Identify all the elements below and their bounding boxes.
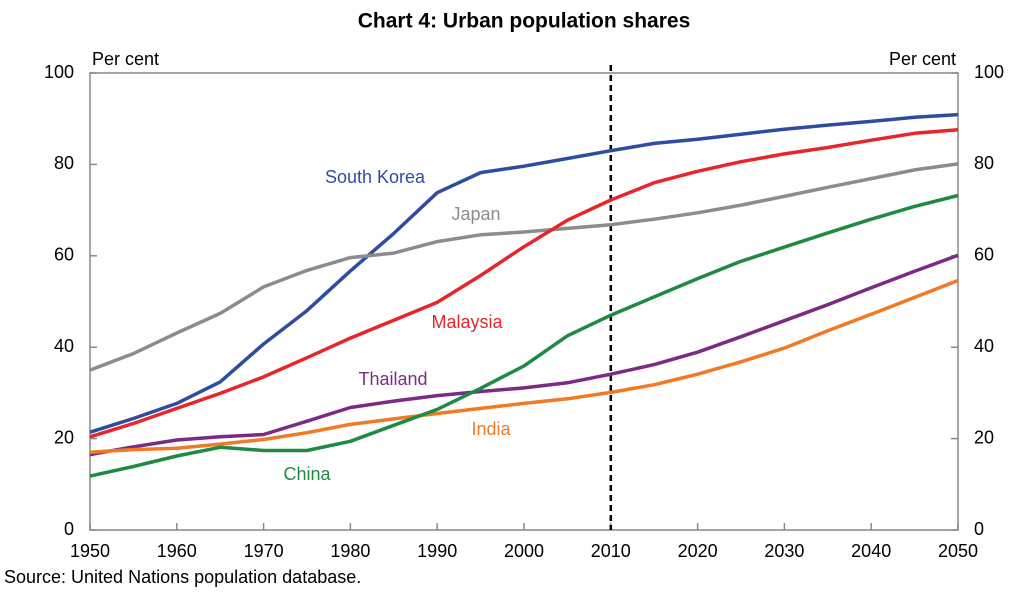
x-tick-label: 2010: [591, 541, 631, 561]
y2-tick-label: 20: [974, 427, 994, 447]
x-tick-label: 2030: [764, 541, 804, 561]
y2-tick-label: 60: [974, 245, 994, 265]
x-tick-label: 2000: [504, 541, 544, 561]
series-label: India: [471, 419, 511, 439]
series-label: China: [283, 464, 331, 484]
x-tick-label: 1970: [244, 541, 284, 561]
y-tick-label: 0: [64, 519, 74, 539]
x-tick-label: 1990: [417, 541, 457, 561]
plot-frame: [89, 72, 959, 531]
chart-title: Chart 4: Urban population shares: [358, 10, 691, 33]
y2-tick-label: 80: [974, 153, 994, 173]
x-tick-label: 1950: [70, 541, 110, 561]
series-line: [89, 278, 959, 455]
series-line: [89, 253, 959, 457]
y2-tick-label: 40: [974, 336, 994, 356]
series-label: South Korea: [325, 167, 426, 187]
x-tick-label: 1980: [330, 541, 370, 561]
series-line: [89, 193, 959, 478]
x-tick-label: 1960: [157, 541, 197, 561]
series-line: [89, 112, 959, 434]
y-tick-label: 40: [54, 336, 74, 356]
y2-tick-label: 100: [974, 62, 1004, 82]
source-note: Source: United Nations population databa…: [4, 567, 361, 587]
series-line: [89, 162, 959, 372]
y-tick-label: 80: [54, 153, 74, 173]
x-tick-label: 2050: [938, 541, 978, 561]
y-tick-label: 60: [54, 245, 74, 265]
y-tick-label: 20: [54, 427, 74, 447]
y-axis-label: Per cent: [92, 49, 159, 69]
y-tick-label: 100: [44, 62, 74, 82]
x-tick-label: 2020: [678, 541, 718, 561]
x-tick-label: 2040: [851, 541, 891, 561]
series-line: [89, 127, 959, 439]
series-label: Thailand: [358, 369, 427, 389]
series-label: Japan: [451, 204, 500, 224]
y2-axis-label: Per cent: [889, 49, 956, 69]
series-label: Malaysia: [431, 312, 503, 332]
y2-tick-label: 0: [974, 519, 984, 539]
